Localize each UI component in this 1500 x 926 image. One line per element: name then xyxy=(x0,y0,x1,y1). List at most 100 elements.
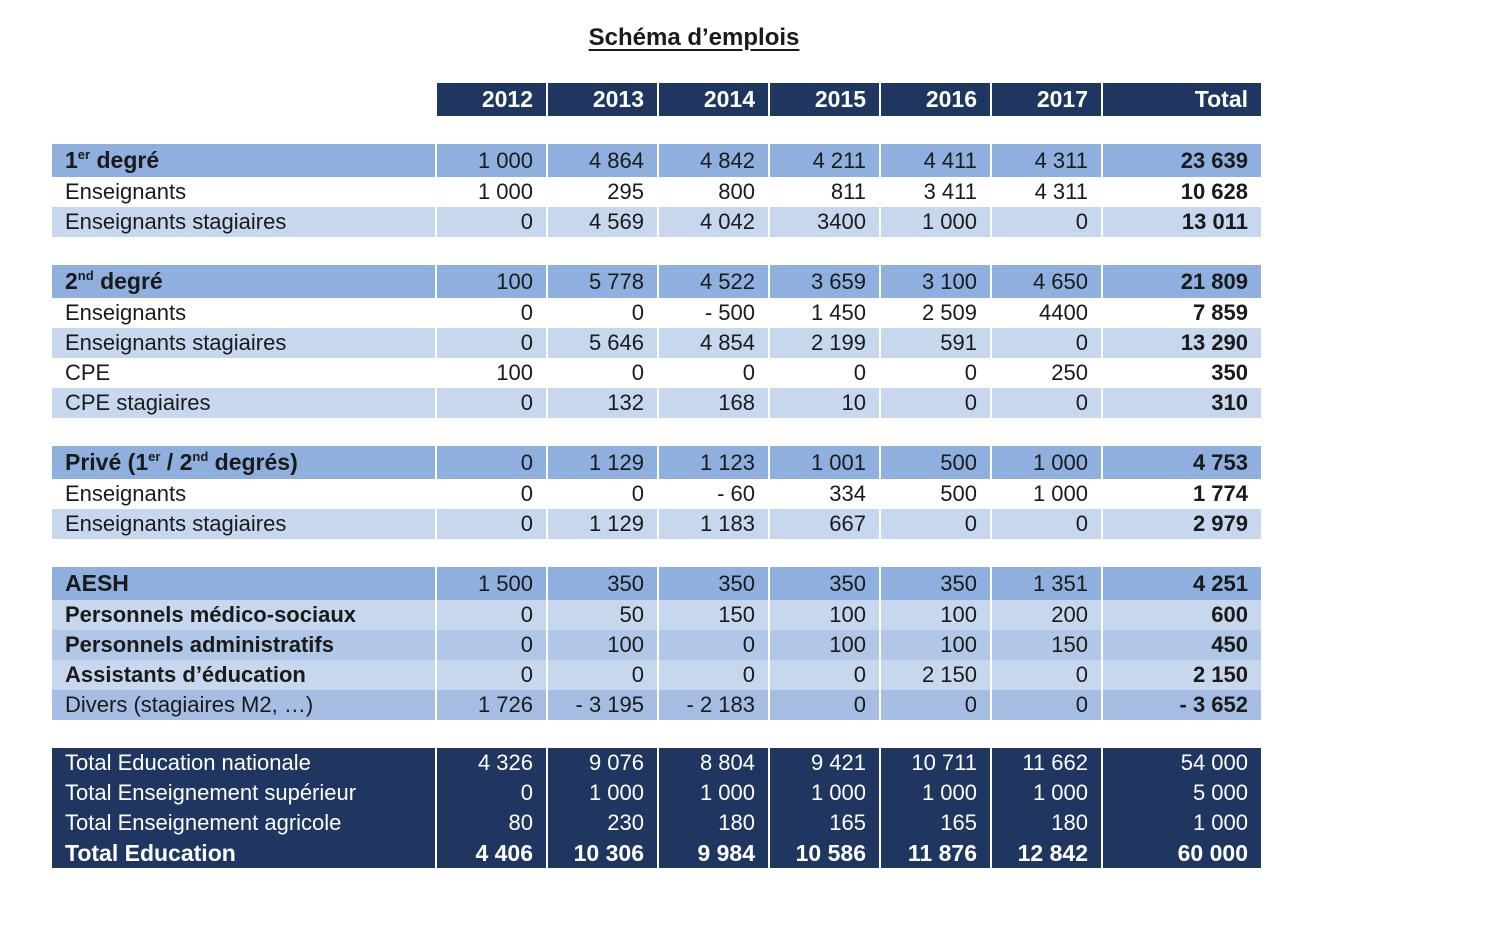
cell-value: 4 854 xyxy=(657,328,769,358)
cell-value: 100 xyxy=(768,600,880,630)
row-label: Enseignants stagiaires xyxy=(52,207,436,237)
cell-value: 334 xyxy=(768,479,880,509)
cell-value: 0 xyxy=(657,660,769,690)
cell-value: 4 569 xyxy=(546,207,658,237)
group-row-aesh: AESH 1 500 350 350 350 350 1 351 4 251 xyxy=(52,567,1261,600)
row-label: Privé (1er / 2nd degrés) xyxy=(52,446,436,479)
cell-value: 350 xyxy=(879,567,991,600)
schema-emplois-table: 2012 2013 2014 2015 2016 2017 Total 1er … xyxy=(52,83,1261,868)
cell-value: 150 xyxy=(990,630,1102,660)
cell-value: 2 199 xyxy=(768,328,880,358)
cell-value: 200 xyxy=(990,600,1102,630)
cell-value: 1 000 xyxy=(435,144,547,177)
spacer-row xyxy=(52,720,1261,748)
cell-value: 1 000 xyxy=(768,778,880,808)
cell-value: - 60 xyxy=(657,479,769,509)
cell-value: - 500 xyxy=(657,298,769,328)
cell-value: 100 xyxy=(879,630,991,660)
label-part: 1 xyxy=(65,147,78,173)
cell-value: 12 842 xyxy=(990,838,1102,868)
row-label: 2nd degré xyxy=(52,265,436,298)
cell-value: 0 xyxy=(546,660,658,690)
cell-total: 2 979 xyxy=(1101,509,1261,539)
cell-value: 5 646 xyxy=(546,328,658,358)
row-label: Personnels médico-sociaux xyxy=(52,600,436,630)
cell-total: 350 xyxy=(1101,358,1261,388)
spacer-row xyxy=(52,418,1261,446)
cell-value: 1 000 xyxy=(879,207,991,237)
cell-total: 1 000 xyxy=(1101,808,1261,838)
cell-value: 0 xyxy=(879,358,991,388)
cell-value: 4 411 xyxy=(879,144,991,177)
cell-value: 0 xyxy=(768,358,880,388)
superscript: nd xyxy=(77,268,94,283)
cell-value: 500 xyxy=(879,446,991,479)
col-header-2012: 2012 xyxy=(435,83,547,116)
col-header-2015: 2015 xyxy=(768,83,880,116)
cell-value: 0 xyxy=(990,388,1102,418)
cell-total: 2 150 xyxy=(1101,660,1261,690)
cell-value: 4 406 xyxy=(435,838,547,868)
cell-value: 0 xyxy=(435,328,547,358)
cell-total: 54 000 xyxy=(1101,748,1261,778)
row-label: Enseignants xyxy=(52,177,436,207)
superscript: er xyxy=(77,147,91,162)
table-row: Enseignants stagiaires 0 5 646 4 854 2 1… xyxy=(52,328,1261,358)
cell-value: 10 xyxy=(768,388,880,418)
cell-value: 350 xyxy=(657,567,769,600)
cell-value: 0 xyxy=(435,600,547,630)
total-row-education: Total Education 4 406 10 306 9 984 10 58… xyxy=(52,838,1261,868)
cell-value: 1 726 xyxy=(435,690,547,720)
total-row-enseignement-agricole: Total Enseignement agricole 80 230 180 1… xyxy=(52,808,1261,838)
cell-value: 0 xyxy=(546,358,658,388)
cell-value: 1 129 xyxy=(546,509,658,539)
cell-value: 168 xyxy=(657,388,769,418)
cell-value: 9 421 xyxy=(768,748,880,778)
cell-value: - 3 195 xyxy=(546,690,658,720)
label-suffix: (stagiaires M2, …) xyxy=(127,692,314,717)
cell-value: 1 500 xyxy=(435,567,547,600)
row-label: CPE stagiaires xyxy=(52,388,436,418)
cell-value: 1 123 xyxy=(657,446,769,479)
cell-value: 0 xyxy=(768,660,880,690)
row-label: Divers (stagiaires M2, …) xyxy=(52,690,436,720)
superscript: er xyxy=(148,449,161,464)
group-row-1er-degre: 1er degré 1 000 4 864 4 842 4 211 4 411 … xyxy=(52,144,1261,177)
cell-total: 21 809 xyxy=(1101,265,1261,298)
table-row: Assistants d’éducation 0 0 0 0 2 150 0 2… xyxy=(52,660,1261,690)
cell-value: 10 306 xyxy=(546,838,658,868)
table-header-row: 2012 2013 2014 2015 2016 2017 Total xyxy=(52,83,1261,116)
cell-value: 3 100 xyxy=(879,265,991,298)
header-blank-cell xyxy=(52,83,436,116)
col-header-total: Total xyxy=(1101,83,1261,116)
cell-value: 2 509 xyxy=(879,298,991,328)
cell-value: 150 xyxy=(657,600,769,630)
cell-value: 11 876 xyxy=(879,838,991,868)
cell-value: 5 778 xyxy=(546,265,658,298)
label-part: 2 xyxy=(65,268,78,294)
cell-value: 0 xyxy=(435,479,547,509)
cell-value: 11 662 xyxy=(990,748,1102,778)
cell-value: 180 xyxy=(990,808,1102,838)
cell-value: 0 xyxy=(990,328,1102,358)
row-label: Total Enseignement agricole xyxy=(52,808,436,838)
cell-value: 1 000 xyxy=(435,177,547,207)
cell-value: 4 042 xyxy=(657,207,769,237)
cell-value: 1 000 xyxy=(990,778,1102,808)
table-row: Divers (stagiaires M2, …) 1 726 - 3 195 … xyxy=(52,690,1261,720)
row-label: Assistants d’éducation xyxy=(52,660,436,690)
cell-total: 4 753 xyxy=(1101,446,1261,479)
cell-value: 0 xyxy=(657,358,769,388)
cell-value: 0 xyxy=(879,509,991,539)
cell-value: 0 xyxy=(435,446,547,479)
cell-value: 4400 xyxy=(990,298,1102,328)
spacer-row xyxy=(52,237,1261,265)
cell-total: 60 000 xyxy=(1101,838,1261,868)
spacer-row xyxy=(52,116,1261,144)
cell-value: 230 xyxy=(546,808,658,838)
cell-total: 7 859 xyxy=(1101,298,1261,328)
cell-value: 591 xyxy=(879,328,991,358)
cell-value: 50 xyxy=(546,600,658,630)
cell-value: 0 xyxy=(879,690,991,720)
cell-value: 350 xyxy=(768,567,880,600)
